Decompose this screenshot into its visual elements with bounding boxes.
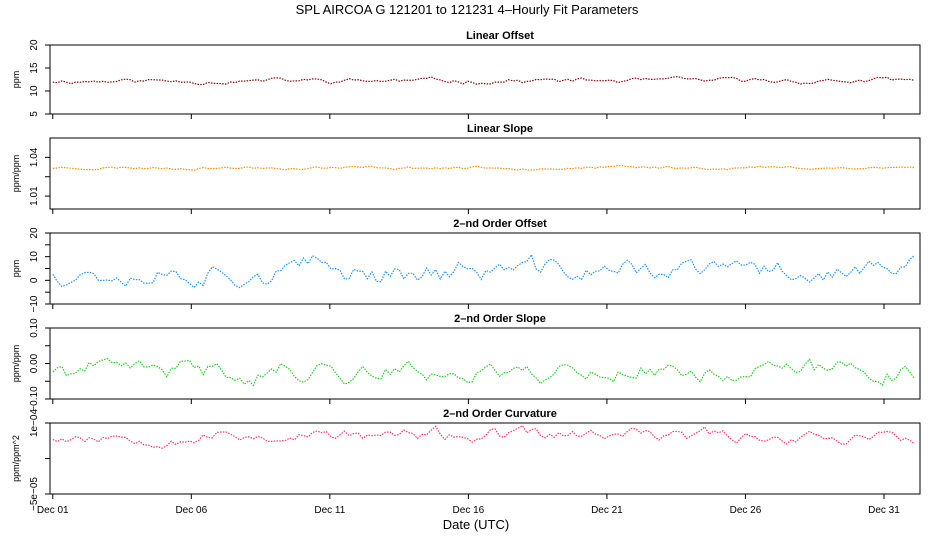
panel-title: Linear Offset [466, 30, 534, 42]
y-tick-label: 0 [29, 277, 40, 283]
x-tick-label: Dec 16 [453, 505, 485, 516]
y-tick-label: 20 [29, 227, 40, 239]
y-tick-label: 20 [29, 39, 40, 51]
panel-2: Linear Slope ppm/ppm 1.01 1.04 [11, 123, 921, 214]
panel-frame [49, 232, 921, 305]
y-tick-label: 1.04 [29, 147, 40, 167]
y-tick-label: 10 [29, 85, 40, 97]
y-tick-label: 5 [29, 111, 40, 117]
panels: Linear Offset ppm 5 10 15 20 Linear Slope ppm/p… [11, 30, 921, 511]
series-line [52, 357, 915, 387]
y-axis-label: ppm [11, 260, 21, 278]
y-tick-label: 10 [29, 251, 40, 263]
chart-title: SPL AIRCOA G 121201 to 121231 4–Hourly F… [296, 2, 639, 17]
panel-title: 2–nd Order Curvature [443, 408, 557, 420]
y-tick-label: 0.00 [29, 353, 40, 373]
panel-title: 2–nd Order Offset [453, 218, 547, 230]
y-tick-label: 1.01 [29, 186, 40, 206]
x-axis-label: Date (UTC) [443, 517, 509, 532]
panel-3: 2–nd Order Offset ppm −10 0 10 20 [11, 218, 921, 312]
y-tick-label: −0.10 [29, 386, 40, 412]
x-tick-label: Dec 06 [175, 505, 207, 516]
series-line [52, 253, 915, 289]
y-tick-label: 1e−04 [29, 409, 40, 438]
panel-1: Linear Offset ppm 5 10 15 20 [11, 30, 921, 119]
panel-title: 2–nd Order Slope [454, 313, 546, 325]
x-tick-label: Dec 26 [730, 505, 762, 516]
x-tick-label: Dec 01 [37, 505, 69, 516]
y-axis-label: ppm/ppm^2 [11, 435, 21, 482]
series-line [52, 424, 915, 449]
series-line [52, 75, 915, 86]
panel-5: 2–nd Order Curvature ppm/ppm^2 −5e−05 1e−04 [11, 408, 921, 511]
panel-frame [49, 137, 921, 210]
x-tick-label: Dec 11 [314, 505, 345, 516]
y-tick-label: 15 [29, 62, 40, 74]
y-tick-label: −10 [29, 295, 40, 312]
y-tick-label: 0.10 [29, 318, 40, 338]
panel-title: Linear Slope [467, 123, 533, 135]
y-axis-label: ppm/ppm [11, 345, 21, 383]
panel-frame [49, 422, 921, 495]
y-tick-label: −5e−05 [29, 477, 40, 511]
x-tick-label: Dec 21 [591, 505, 623, 516]
panel-frame [49, 44, 921, 115]
panel-4: 2–nd Order Slope ppm/ppm −0.10 0.00 0.10 [11, 313, 921, 412]
x-tick-label: Dec 31 [868, 505, 900, 516]
y-axis-label: ppm/ppm [11, 155, 21, 193]
x-axis: Dec 01 Dec 06 Dec 11 Dec 16 Dec 21 Dec 26 Dec … [37, 494, 900, 516]
y-axis-label: ppm [11, 71, 21, 89]
panel-frame [49, 327, 921, 400]
series-line [52, 164, 915, 171]
